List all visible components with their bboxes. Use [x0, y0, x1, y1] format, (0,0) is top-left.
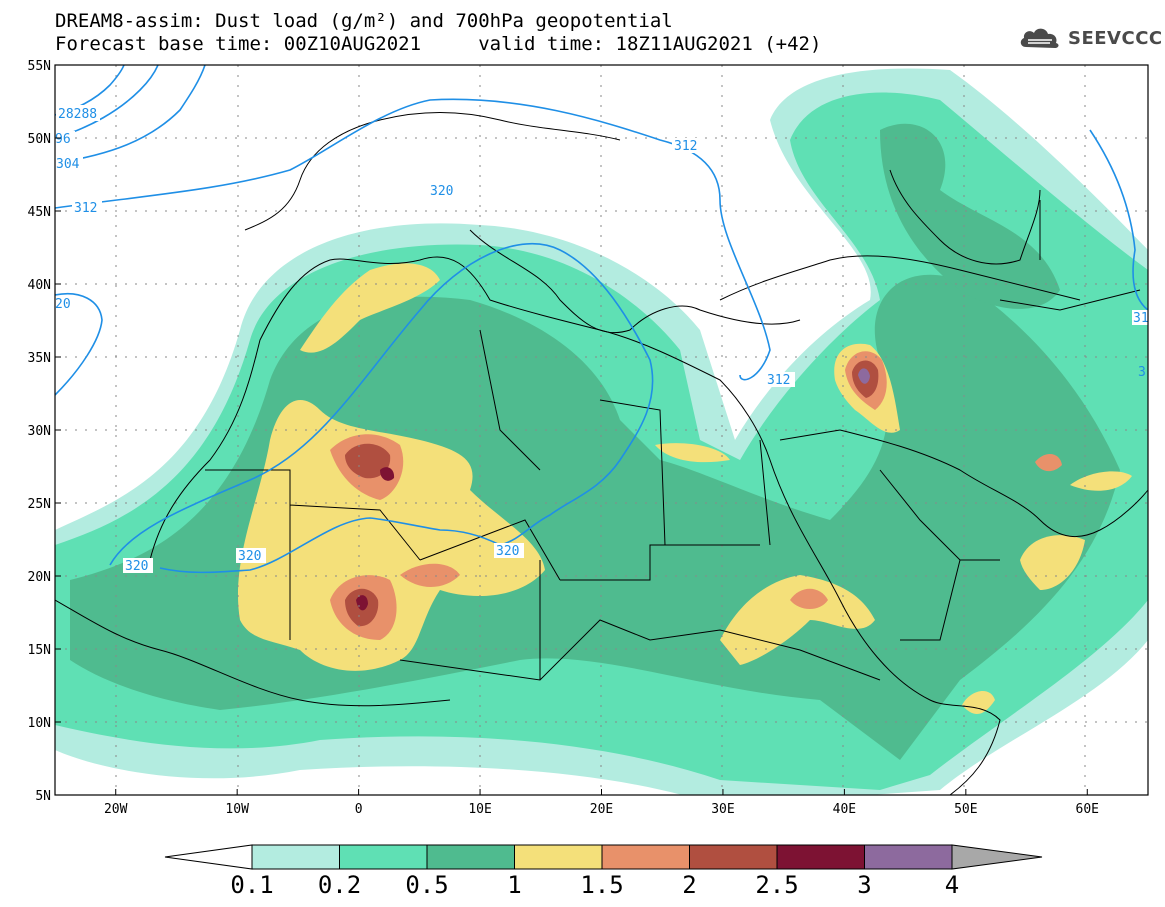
- coastlines: [55, 112, 1148, 795]
- contour-label-312-levant: 312: [767, 373, 790, 388]
- lat-label: 30N: [28, 424, 51, 439]
- contour-320-west: [55, 293, 103, 396]
- colorbar-label: 4: [945, 871, 959, 899]
- contour-label-bg: [1132, 310, 1148, 325]
- lat-label: 5N: [35, 789, 51, 804]
- lon-label: 60E: [1076, 802, 1099, 817]
- colorbar-lower-extension: [164, 844, 253, 870]
- colorbar-label: 2.5: [755, 871, 798, 899]
- colorbar-swatch: [776, 844, 865, 870]
- dust-level-1.5-sudan: [790, 588, 828, 609]
- contour-label-96: 96: [55, 132, 71, 147]
- contour-label-bg: [428, 183, 458, 198]
- colorbar-upper-extension: [951, 844, 1043, 870]
- dust-level-0.5-caspian: [880, 123, 1060, 309]
- cloud-icon: [1020, 28, 1059, 48]
- contour-label-20: 20: [55, 297, 71, 312]
- contour-label-bg: [765, 372, 795, 387]
- contour-296: [55, 65, 159, 139]
- contour-label-28288: 28288: [58, 107, 97, 122]
- colorbar-swatch: [514, 844, 603, 870]
- contour-label-bg: [123, 558, 153, 573]
- contour-label-320-west: 320: [125, 559, 148, 574]
- lon-label: 40E: [833, 802, 856, 817]
- dust-level-3-iraq: [858, 368, 870, 384]
- dust-level-1-somalia: [962, 690, 995, 715]
- lat-label: 15N: [28, 643, 51, 658]
- contour-312-east: [1089, 129, 1148, 311]
- lat-label: 35N: [28, 351, 51, 366]
- colorbar-label: 2: [682, 871, 696, 899]
- lon-label: 10E: [468, 802, 491, 817]
- lon-label: 20W: [104, 802, 128, 817]
- axis-ticks: [55, 64, 1088, 796]
- colorbar-swatch: [339, 844, 428, 870]
- map-title-line2: Forecast base time: 00Z10AUG2021 valid t…: [55, 33, 822, 55]
- dust-level-1-egypt: [655, 443, 730, 463]
- contour-label-312-west: 312: [74, 201, 97, 216]
- contour-label-320-chad: 320: [496, 544, 519, 559]
- lat-label: 55N: [28, 59, 51, 74]
- lon-label: 10W: [225, 802, 249, 817]
- contour-label-3: 3: [1138, 365, 1146, 380]
- seevccc-logo: SEEVCCC: [1018, 25, 1163, 51]
- contour-label-bg: [55, 156, 83, 171]
- lon-label: 50E: [954, 802, 977, 817]
- lat-label: 40N: [28, 278, 51, 293]
- contour-label-bg: [236, 548, 266, 563]
- dust-level-2: [345, 443, 391, 479]
- colorbar-swatch: [426, 844, 515, 870]
- lat-label: 20N: [28, 570, 51, 585]
- colorbar-swatch: [601, 844, 690, 870]
- lat-label: 10N: [28, 716, 51, 731]
- colorbar-label: 1: [507, 871, 521, 899]
- colorbar-label: 0.1: [230, 871, 273, 899]
- dust-level-2.5: [380, 467, 395, 481]
- lon-label: 30E: [711, 802, 734, 817]
- colorbar: 0.1 0.2 0.5 1 1.5 2 2.5 3 4: [164, 844, 1043, 899]
- contour-label-bg: [56, 105, 100, 121]
- map-title-line1: DREAM8-assim: Dust load (g/m²) and 700hP…: [55, 10, 673, 32]
- contour-label-304: 304: [56, 157, 80, 172]
- dust-level-1.5-chad: [400, 563, 460, 588]
- contour-label-bg: [72, 200, 102, 215]
- lat-label: 50N: [28, 132, 51, 147]
- colorbar-swatch: [251, 844, 340, 870]
- lon-label: 20E: [590, 802, 613, 817]
- logo-text: SEEVCCC: [1068, 27, 1163, 49]
- contour-label-312-europe: 312: [674, 139, 697, 154]
- lon-label: 0: [355, 802, 363, 817]
- contour-320-main: [109, 242, 654, 574]
- contour-labels: 28288 96 304 312 20 312 320 320 320 320 …: [55, 105, 1149, 574]
- colorbar-swatch: [864, 844, 953, 870]
- dust-level-1-italy: [300, 263, 440, 353]
- contour-312-west: [55, 98, 771, 381]
- contour-label-bg: [55, 131, 75, 146]
- colorbar-label: 3: [857, 871, 871, 899]
- colorbar-label: 0.5: [405, 871, 448, 899]
- contour-304: [55, 65, 206, 164]
- colorbar-label: 0.2: [318, 871, 361, 899]
- colorbar-label: 1.5: [580, 871, 623, 899]
- dust-level-1.5-gulf: [1035, 454, 1062, 472]
- contour-label-31: 31: [1133, 311, 1149, 326]
- geopotential-contours: [55, 65, 1148, 574]
- dust-level-1-sudan: [720, 575, 875, 665]
- dust-level-1: [237, 400, 545, 671]
- map-plot-area: 28288 96 304 312 20 312 320 320 320 320 …: [55, 65, 1149, 795]
- contour-label-bg: [55, 296, 75, 311]
- lat-label: 25N: [28, 497, 51, 512]
- contour-label-bg: [672, 138, 702, 153]
- longitude-labels: 20W 10W 0 10E 20E 30E 40E 50E 60E: [104, 802, 1099, 817]
- dust-field: [55, 68, 1148, 795]
- latitude-labels: 5N 10N 15N 20N 25N 30N 35N 40N 45N 50N 55N: [28, 59, 51, 804]
- contour-label-320-sahara: 320: [238, 549, 261, 564]
- colorbar-swatch: [689, 844, 778, 870]
- lat-label: 45N: [28, 205, 51, 220]
- contour-label-bg: [494, 543, 524, 558]
- contour-label-320-alps: 320: [430, 184, 453, 199]
